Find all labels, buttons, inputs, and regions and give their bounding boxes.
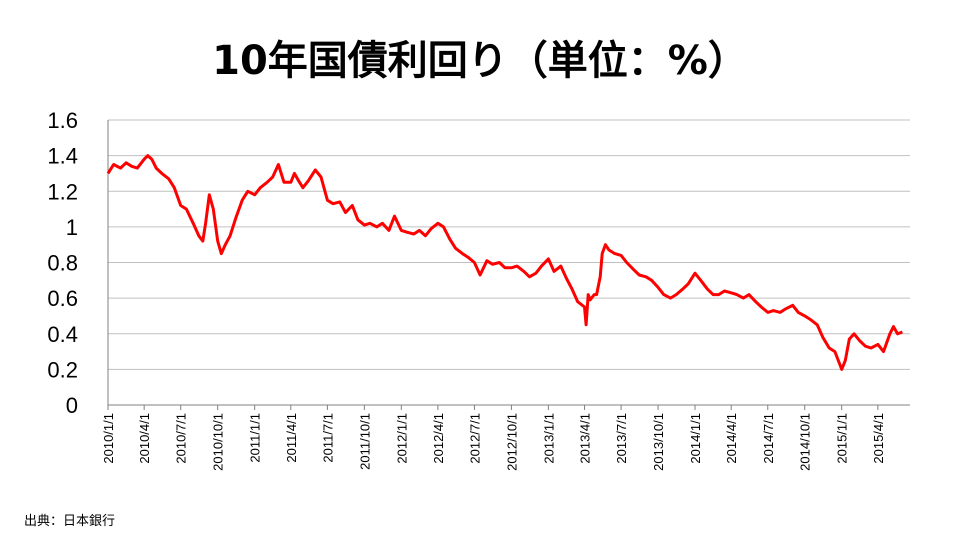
x-tick-label: 2013/10/1 (651, 413, 666, 471)
x-tick-label: 2012/4/1 (431, 413, 446, 464)
x-tick-label: 2010/7/1 (174, 413, 189, 464)
x-tick-label: 2012/10/1 (504, 413, 519, 471)
x-tick-label: 2010/10/1 (211, 413, 226, 471)
x-tick-label: 2012/1/1 (394, 413, 409, 464)
chart-title: 10年国債利回り（単位：%） (212, 38, 748, 84)
y-tick-labels: 0 0.2 0.4 0.6 0.8 1 1.2 1.4 1.6 (47, 108, 78, 418)
x-tick-label: 2014/4/1 (724, 413, 739, 464)
y-tick-label: 1.6 (47, 108, 78, 133)
x-tick-label: 2013/1/1 (541, 413, 556, 464)
series-line (106, 154, 903, 371)
series-layer (106, 154, 903, 371)
y-tick-label: 0.6 (47, 286, 78, 311)
x-tick-label: 2011/7/1 (320, 413, 335, 463)
gridlines (108, 119, 910, 370)
x-tick-labels: 2010/1/1 2010/4/1 2010/7/1 2010/10/1 2011/1/… (101, 413, 886, 471)
x-tick-label: 2011/4/1 (284, 413, 299, 463)
x-tick-label: 2011/10/1 (357, 413, 372, 470)
y-tick-label: 1 (66, 215, 78, 240)
x-tick-label: 2013/4/1 (578, 413, 593, 464)
x-tick-label: 2015/1/1 (835, 413, 850, 464)
y-tick-label: 0.4 (47, 322, 78, 347)
x-tick-label: 2012/7/1 (467, 413, 482, 464)
x-tick-label: 2010/4/1 (137, 413, 152, 464)
x-tick-label: 2013/7/1 (614, 413, 629, 464)
y-tick-label: 0.8 (47, 251, 78, 276)
axes (107, 120, 910, 410)
x-tick-label: 2014/1/1 (688, 413, 703, 464)
y-tick-label: 1.2 (47, 179, 78, 204)
y-tick-label: 1.4 (47, 144, 78, 169)
y-tick-label: 0 (66, 393, 78, 418)
x-tick-label: 2014/7/1 (761, 413, 776, 464)
source-note: 出典：日本銀行 (24, 514, 116, 529)
x-tick-label: 2015/4/1 (871, 413, 886, 464)
x-tick-label: 2011/1/1 (248, 413, 263, 463)
x-tick-label: 2010/1/1 (101, 413, 116, 464)
y-tick-label: 0.2 (47, 357, 78, 382)
x-tick-label: 2014/10/1 (798, 413, 813, 471)
